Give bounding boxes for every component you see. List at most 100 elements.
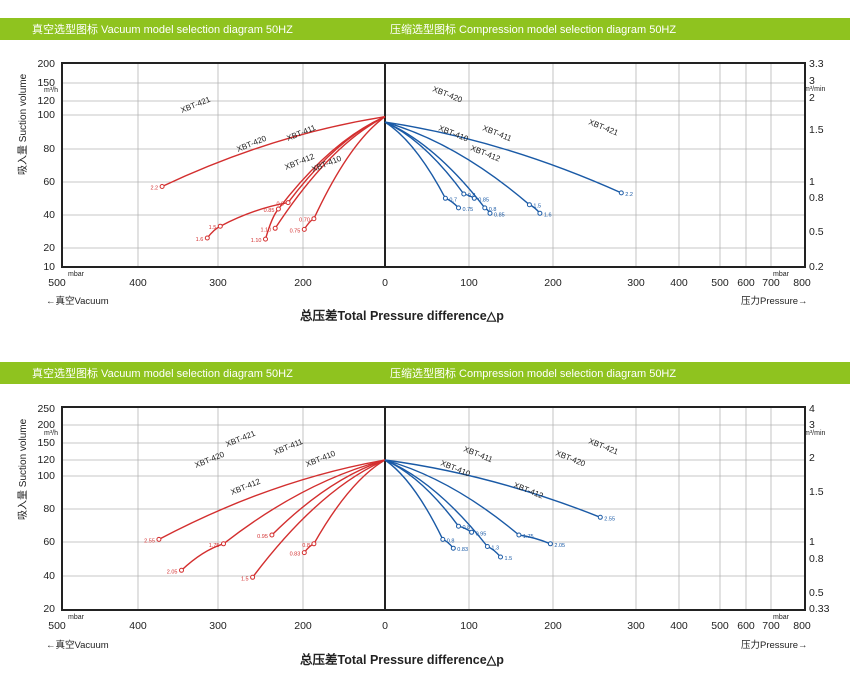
panel-1-compression-curves: XBT-4200.80.85XBT-4212.2XBT-4110.80.85XB… bbox=[384, 85, 633, 218]
y-tick: 150 bbox=[37, 437, 55, 449]
data-point-label: 0.95 bbox=[257, 534, 268, 540]
curve-xbt-421 bbox=[384, 459, 601, 518]
data-point bbox=[456, 523, 461, 529]
x-tick: 300 bbox=[209, 277, 227, 289]
data-point-label: 1.75 bbox=[209, 543, 220, 549]
curve-label: XBT-420 bbox=[235, 134, 268, 154]
panel-1-pressure-note: 压力Pressure→ bbox=[741, 295, 808, 307]
data-point-label: 1.75 bbox=[523, 534, 534, 540]
panel-2-grid bbox=[62, 407, 805, 610]
curve-label: XBT-421 bbox=[587, 437, 620, 457]
y-tick: 20 bbox=[43, 242, 55, 254]
data-point bbox=[484, 544, 490, 549]
curve-xbt-412 bbox=[303, 116, 386, 230]
curve-label: XBT-410 bbox=[437, 124, 470, 144]
curve-label: XBT-411 bbox=[481, 124, 513, 144]
right-tick: 1.5 bbox=[809, 124, 824, 136]
x-tick: 200 bbox=[544, 277, 562, 289]
panel-1-right-unit: m³/min bbox=[804, 86, 825, 93]
panel-1-vacuum-header: 真空选型图标 Vacuum model selection diagram 50… bbox=[32, 22, 293, 36]
panel-2-right-ticks: 0.33 0.5 0.8 1 1.5 2 3 4 bbox=[809, 403, 830, 615]
curve-xbt-410 bbox=[384, 459, 454, 549]
data-point bbox=[285, 200, 291, 206]
panel-1-banner bbox=[0, 18, 850, 40]
curve-label: XBT-421 bbox=[224, 429, 257, 449]
panel-2-compression-curves: XBT-421 2.55 XBT-411 0.8 0.95 XBT-420 1.75 2.05… bbox=[384, 437, 620, 562]
right-tick: 1 bbox=[809, 536, 815, 548]
data-point bbox=[618, 190, 624, 196]
panel-2-y-axis-label: 吸入量 Suction volume bbox=[17, 418, 29, 520]
data-point bbox=[221, 541, 226, 547]
data-point bbox=[311, 541, 317, 547]
data-point-label: 1.5 bbox=[209, 225, 217, 231]
y-tick: 100 bbox=[37, 109, 55, 121]
y-tick: 250 bbox=[37, 403, 55, 415]
x-tick: 0 bbox=[382, 277, 388, 289]
right-tick: 0.5 bbox=[809, 226, 824, 238]
data-point bbox=[482, 205, 488, 211]
right-tick: 1 bbox=[809, 176, 815, 188]
data-point bbox=[442, 195, 448, 201]
x-tick: 800 bbox=[793, 620, 811, 632]
panel-1-y-ticks: 10 20 40 60 80 100 120 150 200 bbox=[37, 58, 55, 273]
right-tick: 0.5 bbox=[809, 587, 824, 599]
panel-1-vacuum-curves: XBT-421 2.2 XBT-420 0.8 1.5 1.6 XBT-411 0.85 1.1… bbox=[150, 95, 386, 244]
data-point bbox=[537, 210, 543, 216]
data-point-label: 0.75 bbox=[290, 228, 301, 234]
data-point-label: 0.8 bbox=[468, 193, 476, 199]
data-point bbox=[311, 216, 317, 222]
panel-1-vacuum-frame bbox=[61, 62, 386, 268]
data-point-label: 1.5 bbox=[533, 204, 541, 210]
y-tick: 80 bbox=[43, 503, 55, 515]
y-tick: 80 bbox=[43, 143, 55, 155]
y-tick: 10 bbox=[43, 261, 55, 273]
x-tick: 700 bbox=[762, 620, 780, 632]
y-tick: 200 bbox=[37, 58, 55, 70]
data-point bbox=[272, 225, 278, 231]
x-tick: 100 bbox=[460, 620, 478, 632]
data-point-label: 0.85 bbox=[494, 212, 505, 218]
panel-2-pressure-note: 压力Pressure→ bbox=[741, 639, 808, 651]
panel-2-x-unit-left: mbar bbox=[68, 614, 85, 621]
x-tick: 300 bbox=[627, 620, 645, 632]
x-tick: 600 bbox=[737, 620, 755, 632]
data-point-label: 0.75 bbox=[463, 207, 474, 213]
data-point-label: 0.85 bbox=[264, 208, 275, 214]
panel-2-x-title: 总压差Total Pressure difference△p bbox=[300, 652, 504, 667]
y-tick: 120 bbox=[37, 454, 55, 466]
data-point bbox=[301, 226, 307, 232]
y-tick: 200 bbox=[37, 419, 55, 431]
data-point bbox=[469, 529, 475, 535]
data-point bbox=[204, 235, 210, 241]
right-tick: 0.2 bbox=[809, 261, 824, 273]
right-tick: 2 bbox=[809, 452, 815, 464]
curve-xbt-411 bbox=[384, 121, 491, 214]
data-point-label: 0.8 bbox=[463, 525, 471, 531]
right-tick: 0.8 bbox=[809, 553, 824, 565]
data-point bbox=[250, 574, 256, 580]
right-tick: 3.3 bbox=[809, 58, 824, 70]
curve-xbt-411 bbox=[264, 116, 386, 240]
data-point-label: 0.95 bbox=[476, 531, 487, 537]
data-point-label: 1.6 bbox=[196, 237, 204, 243]
data-point bbox=[263, 236, 268, 242]
data-point-label: 1.5 bbox=[505, 556, 513, 562]
panel-1-compression-header: 压缩选型图标 Compression model selection diagr… bbox=[390, 22, 676, 36]
curve-xbt-420 bbox=[206, 116, 386, 239]
curve-xbt-410 bbox=[274, 116, 386, 229]
curve-xbt-412 bbox=[252, 459, 386, 578]
curve-label: XBT-410 bbox=[310, 154, 343, 174]
data-point-label: 1.6 bbox=[544, 212, 552, 218]
panel-2-vacuum-curves: XBT-421 2.55 XBT-420 1.75 2.05 XBT-411 0.95 XBT… bbox=[144, 429, 386, 582]
data-point-label: 2.2 bbox=[150, 186, 158, 192]
x-tick: 500 bbox=[711, 277, 729, 289]
panel-1-x-ticks: 500 400 300 200 0 100 200 300 400 500 60… bbox=[48, 277, 811, 289]
x-tick: 700 bbox=[762, 277, 780, 289]
curve-xbt-420 bbox=[384, 121, 475, 199]
curve-label: XBT-411 bbox=[462, 445, 494, 465]
y-tick: 40 bbox=[43, 209, 55, 221]
panel-2-y-ticks: 20 40 60 80 100 120 150 200 250 bbox=[37, 403, 55, 615]
curve-xbt-411 bbox=[384, 459, 473, 533]
data-point bbox=[547, 541, 553, 547]
data-point bbox=[275, 206, 281, 212]
